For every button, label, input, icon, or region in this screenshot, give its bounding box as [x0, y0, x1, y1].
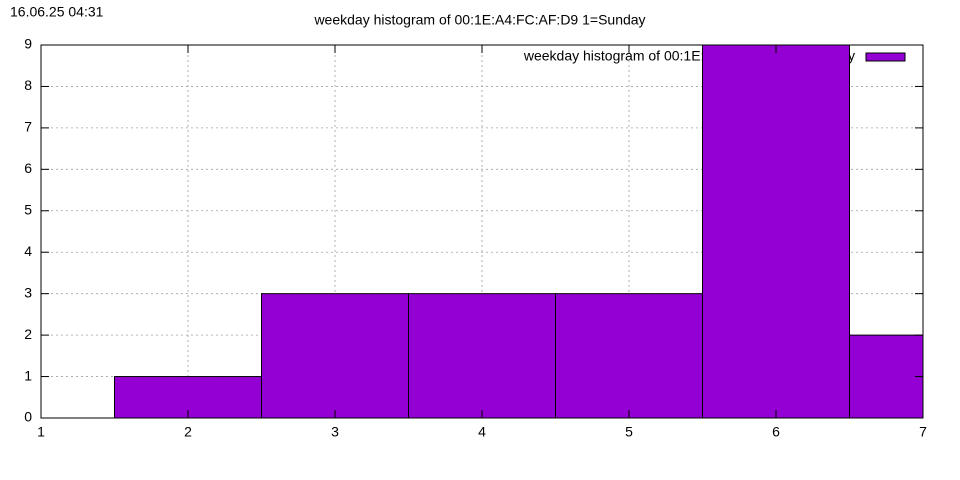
x-tick-label: 6: [772, 424, 780, 440]
plot-border: [40, 44, 924, 419]
y-tick-label: 7: [24, 119, 32, 135]
x-tick-label: 2: [184, 424, 192, 440]
bar: [408, 293, 556, 418]
chart-title: weekday histogram of 00:1E:A4:FC:AF:D9 1…: [313, 12, 645, 28]
bar: [849, 334, 923, 418]
x-tick-label: 7: [919, 424, 927, 440]
bar: [261, 293, 409, 418]
y-tick-label: 3: [24, 284, 32, 300]
y-tick-label: 6: [24, 160, 32, 176]
x-tick-label: 5: [625, 424, 633, 440]
y-tick-label: 1: [24, 367, 32, 383]
y-tick-label: 9: [24, 36, 32, 52]
bar: [555, 293, 703, 418]
x-tick-label: 4: [478, 424, 486, 440]
y-tick-label: 8: [24, 77, 32, 93]
x-tick-label: 3: [331, 424, 339, 440]
y-tick-label: 4: [24, 243, 32, 259]
x-tick-label: 1: [37, 424, 45, 440]
y-tick-label: 5: [24, 201, 32, 217]
y-tick-label: 2: [24, 326, 32, 342]
y-tick-label: 0: [24, 409, 32, 425]
bar: [702, 45, 850, 418]
timestamp: 16.06.25 04:31: [10, 4, 104, 20]
legend-swatch: [865, 52, 906, 62]
